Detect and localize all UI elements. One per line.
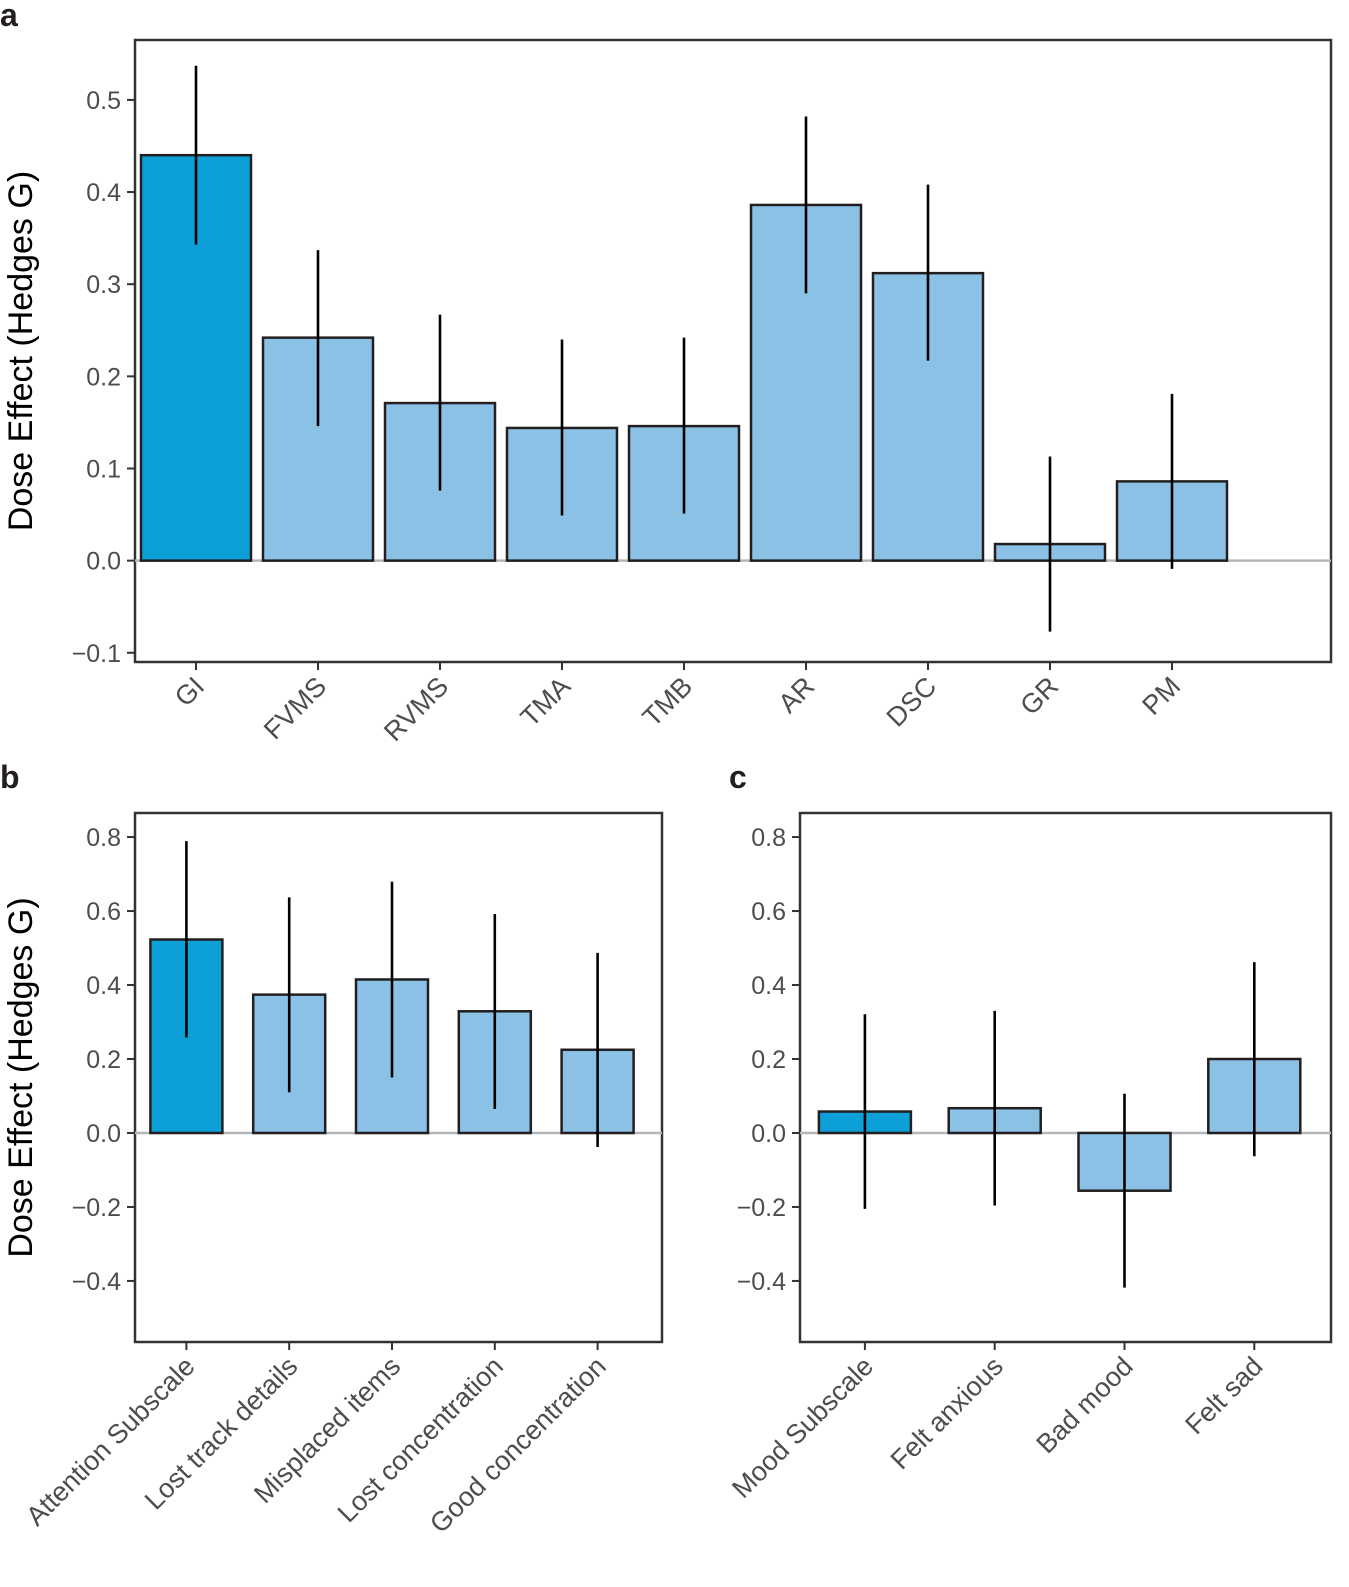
category-label: Felt anxious [885,1351,1009,1475]
y-tick-label: 0.3 [86,271,121,299]
y-tick-label: 0.2 [86,363,121,391]
category-label: Good concentration [424,1351,612,1539]
category-label: Felt sad [1179,1351,1268,1440]
category-label: TMA [515,671,577,733]
y-tick-label: 0.0 [86,548,121,576]
plot-frame [133,811,664,1344]
y-tick-label: −0.1 [72,640,121,668]
y-tick-label: −0.2 [72,1194,121,1222]
category-label: RVMS [378,671,454,747]
category-label: Attention Subscale [20,1351,200,1531]
y-tick-label: −0.2 [737,1194,786,1222]
y-tick-label: 0.0 [751,1120,786,1148]
plot-frame [798,811,1333,1344]
category-label: FVMS [258,671,332,745]
category-label: PM [1136,671,1186,721]
category-label: Mood Subscale [726,1351,879,1504]
plot-frame [133,38,1333,664]
y-tick-label: 0.8 [86,824,121,852]
category-label: DSC [881,671,943,733]
y-tick-label: 0.4 [86,179,121,207]
category-label: GI [169,671,210,712]
panel-label-b: b [0,759,20,795]
chart-a: −0.1 0.0 0.1 0.2 0.3 0.4 0.5 GI FVMS RVMS TMA TMB AR… [2,38,1333,747]
y-tick-label: 0.0 [86,1120,121,1148]
panel-label-c: c [729,759,747,795]
y-tick-label: 0.5 [86,87,121,115]
category-label: TMB [637,671,699,733]
y-axis-label: Dose Effect (Hedges G) [2,171,40,531]
y-tick-label: 0.4 [86,972,121,1000]
panel-label-a: a [0,0,18,33]
category-label: AR [773,671,821,719]
y-tick-label: 0.8 [751,824,786,852]
bar [139,153,253,562]
y-tick-label: 0.4 [751,972,786,1000]
y-tick-label: 0.6 [86,898,121,926]
y-axis-label: Dose Effect (Hedges G) [2,897,40,1257]
y-tick-label: 0.2 [86,1046,121,1074]
category-label: Bad mood [1030,1351,1138,1459]
y-tick-label: −0.4 [737,1268,786,1296]
y-tick-label: 0.1 [86,455,121,483]
chart-b: −0.4 −0.2 0.0 0.2 0.4 0.6 0.8 Attention Subscal… [2,811,664,1539]
category-label: GR [1014,671,1064,721]
y-tick-label: −0.4 [72,1268,121,1296]
y-tick-label: 0.2 [751,1046,786,1074]
y-tick-label: 0.6 [751,898,786,926]
